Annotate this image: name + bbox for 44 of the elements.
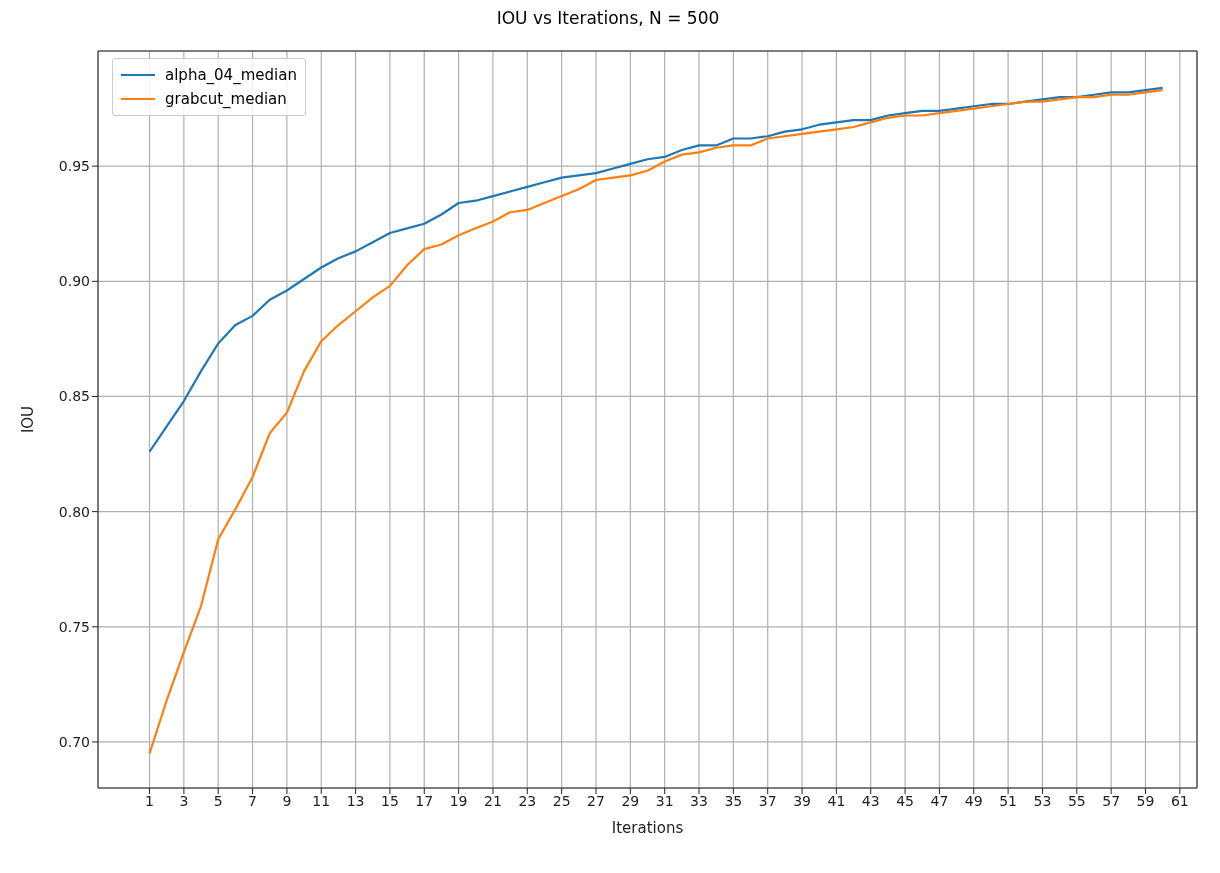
- x-tick-label: 47: [930, 792, 949, 809]
- x-tick-label: 9: [282, 792, 292, 809]
- legend-label: grabcut_median: [165, 90, 287, 108]
- y-tick-label: 0.70: [58, 733, 90, 750]
- line-series: [148, 86, 1164, 453]
- x-tick-label: 25: [552, 792, 571, 809]
- x-tick-label: 39: [793, 792, 811, 809]
- x-tick-label: 57: [1102, 792, 1121, 809]
- line-series: [148, 89, 1164, 755]
- x-tick-label: 7: [248, 792, 258, 809]
- y-tick-label: 0.90: [58, 273, 90, 290]
- legend-label: alpha_04_median: [165, 66, 297, 84]
- x-tick-label: 41: [827, 792, 846, 809]
- x-tick-label: 33: [690, 792, 708, 809]
- x-tick-label: 19: [449, 792, 468, 809]
- x-tick-label: 21: [484, 792, 502, 809]
- x-tick-label: 31: [655, 792, 674, 809]
- x-tick-label: 23: [518, 792, 537, 809]
- x-tick-label: 43: [861, 792, 880, 809]
- x-tick-label: 59: [1136, 792, 1155, 809]
- x-tick-label: 53: [1033, 792, 1052, 809]
- y-tick-label: 0.75: [58, 618, 90, 635]
- x-tick-label: 15: [381, 792, 399, 809]
- y-axis-title: IOU: [19, 405, 38, 434]
- y-tick-label: 0.85: [58, 388, 90, 405]
- chart-title: IOU vs Iterations, N = 500: [495, 8, 721, 30]
- x-axis-title: Iterations: [611, 819, 684, 837]
- x-tick-label: 11: [312, 792, 331, 809]
- x-tick-label: 49: [964, 792, 983, 809]
- y-tick-label: 0.95: [58, 158, 90, 175]
- x-tick-label: 35: [724, 792, 743, 809]
- x-tick-label: 1: [145, 792, 154, 809]
- x-tick-label: 51: [999, 792, 1018, 809]
- x-tick-label: 37: [758, 792, 777, 809]
- x-tick-label: 55: [1067, 792, 1086, 809]
- x-tick-label: 5: [213, 792, 223, 809]
- x-tick-label: 45: [896, 792, 914, 809]
- x-tick-label: 13: [346, 792, 365, 809]
- x-tick-label: 61: [1170, 792, 1189, 809]
- x-tick-label: 3: [179, 792, 189, 809]
- x-tick-label: 17: [415, 792, 434, 809]
- x-tick-label: 29: [621, 792, 640, 809]
- y-tick-label: 0.80: [58, 503, 90, 520]
- x-tick-label: 27: [587, 792, 605, 809]
